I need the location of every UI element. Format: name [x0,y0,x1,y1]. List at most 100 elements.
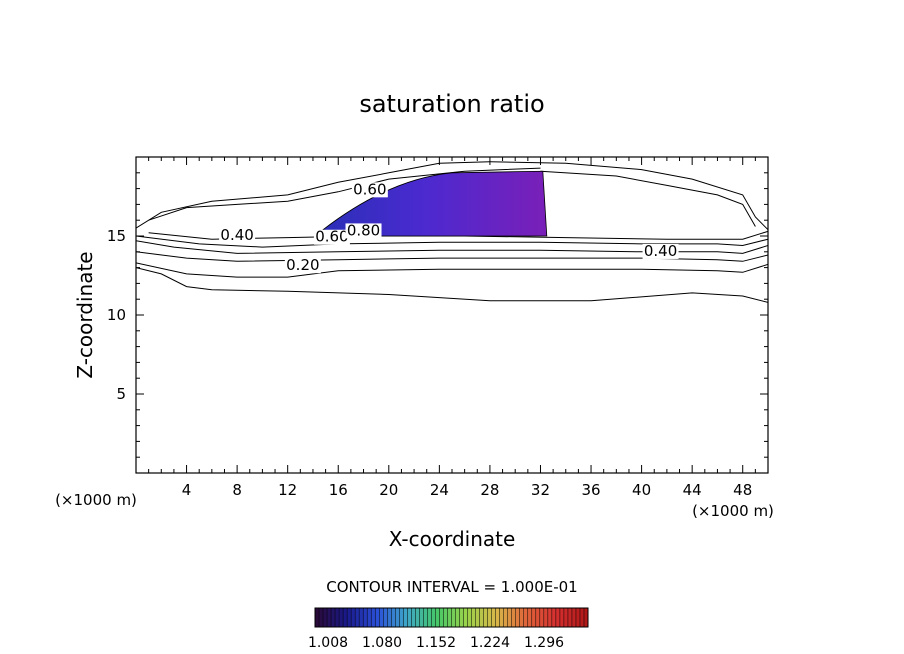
colorbar-cell [447,608,452,627]
colorbar-cell [323,608,328,627]
colorbar-cell [391,608,396,627]
colorbar-cell [359,608,364,627]
contour-label-bg [284,258,321,274]
colorbar-cell [555,608,561,627]
colorbar-cell [375,608,380,627]
colorbar-frame [314,607,589,628]
contour-label: 0.60 [353,180,386,198]
x-tick-label: 28 [480,481,499,499]
contour-line [136,251,768,262]
colorbar-cell [531,608,537,627]
colorbar-labels: 1.008 1.080 1.152 1.224 1.296 [308,635,564,651]
colorbar-cell [335,608,340,627]
colorbar-cell [507,608,513,627]
y-axis-ticks: 5 10 15 [107,172,768,458]
colorbar-cell [343,608,348,627]
colorbar-cell [571,608,577,627]
colorbar-cell [539,608,545,627]
x-tick-label: 40 [632,481,651,499]
colorbar-cell [367,608,372,627]
colorbar-cell [515,608,521,627]
colorbar-tick-label: 1.080 [362,635,402,651]
colorbar-cell [547,608,553,627]
x-tick-label: 12 [278,481,297,499]
colorbar-cell [455,608,460,627]
contour-label-bg [345,223,382,239]
x-unit-right: (×1000 m) [692,502,774,520]
colorbar-cell [379,608,384,627]
contour-line [136,235,768,248]
colorbar-cell [471,608,476,627]
colorbar-cell [411,608,416,627]
colorbar-cell [487,608,492,627]
colorbar-cell [327,608,332,627]
x-tick-label: 36 [581,481,600,499]
colorbar-cell [403,608,408,627]
colorbar-cell [467,608,472,627]
saturated-fill [322,170,548,237]
colorbar-cell [451,608,456,627]
contour-label-bg [351,182,388,198]
colorbar-cell [347,608,352,627]
colorbar-cell [319,608,324,627]
colorbar-cell [563,608,569,627]
y-axis-label: Z-coordinate [73,251,97,378]
colorbar-tick-label: 1.008 [308,635,348,651]
colorbar-cell [419,608,424,627]
colorbar-cell [575,608,581,627]
colorbar-cell [363,608,368,627]
colorbar-cell [559,608,565,627]
colorbar-cell [483,608,488,627]
contour-line [136,262,768,278]
chart-title: saturation ratio [359,90,544,118]
x-tick-label: 32 [531,481,550,499]
colorbar-cell [339,608,344,627]
colorbar-cell [431,608,436,627]
contour-line [540,170,756,227]
colorbar-cell [479,608,484,627]
colorbar-cell [475,608,480,627]
colorbar-cell [331,608,336,627]
contour-label: 0.60 [315,228,348,246]
contour-label-bg [313,229,350,245]
x-tick-label: 24 [430,481,449,499]
colorbar-tick-label: 1.296 [524,635,564,651]
colorbar-cell [395,608,400,627]
contour-line [489,161,768,231]
colorbar-cell [583,608,589,627]
x-axis-label: X-coordinate [389,527,516,551]
colorbar-cell [567,608,573,627]
colorbar-cell [519,608,525,627]
colorbar-cell [499,608,504,627]
colorbar-cell [435,608,440,627]
x-tick-label: 8 [232,481,242,499]
x-tick-label: 4 [182,481,192,499]
colorbar-cell [423,608,428,627]
contour-line [136,161,490,229]
colorbar-cell [387,608,392,627]
colorbar-cell [523,608,529,627]
colorbar-cell [315,608,320,627]
contour-label-bg [642,243,679,259]
contour-label: 0.40 [220,226,253,244]
x-unit-left: (×1000 m) [55,491,137,509]
colorbar-cell [351,608,356,627]
colorbar-cell [503,608,508,627]
colorbar-cell [535,608,541,627]
contour-line [136,240,768,254]
colorbar-cell [371,608,376,627]
y-tick-label: 5 [116,385,126,403]
colorbar-cell [443,608,448,627]
x-tick-label: 16 [329,481,348,499]
colorbar-cell [579,608,585,627]
contour-label: 0.80 [347,221,380,239]
colorbar-cell [439,608,444,627]
y-tick-label: 10 [107,306,126,324]
saturated-region [322,170,548,237]
colorbar-cell [355,608,360,627]
colorbar-cell [463,608,468,627]
x-tick-label: 20 [379,481,398,499]
contour-label-bg [219,228,256,244]
contour-label: 0.40 [644,242,677,260]
